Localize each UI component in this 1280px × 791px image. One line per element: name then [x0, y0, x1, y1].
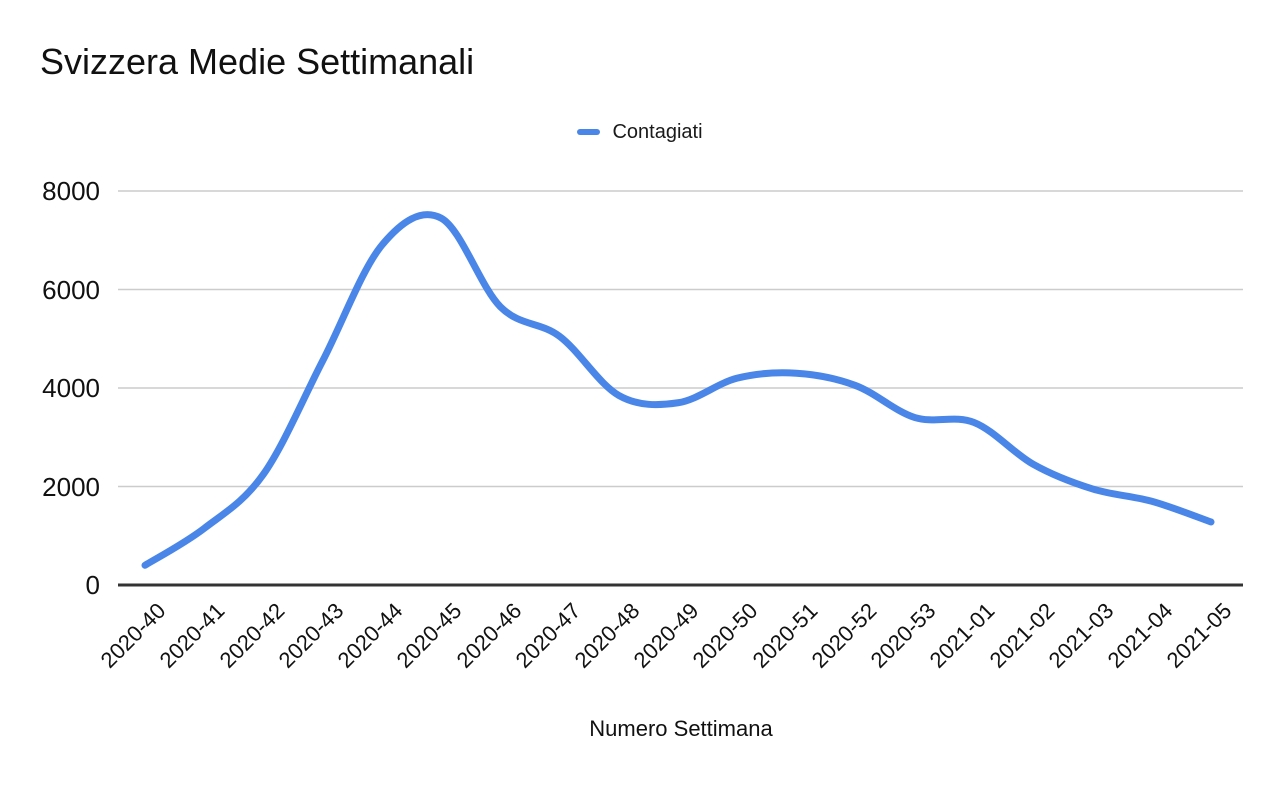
y-axis-tick-label: 4000	[42, 373, 100, 403]
y-axis-tick-label: 2000	[42, 471, 100, 502]
x-axis-title: Numero Settimana	[589, 716, 773, 741]
y-axis-tick-label: 8000	[42, 176, 100, 206]
legend: Contagiati	[0, 116, 1280, 148]
legend-marker-icon	[577, 129, 601, 135]
series-line-contagiati	[141, 211, 1215, 569]
y-axis-tick-label: 6000	[42, 274, 100, 305]
chart-title: Svizzera Medie Settimanali	[40, 41, 475, 82]
y-axis-tick-label: 0	[85, 570, 100, 600]
legend-label: Contagiati	[612, 120, 703, 143]
